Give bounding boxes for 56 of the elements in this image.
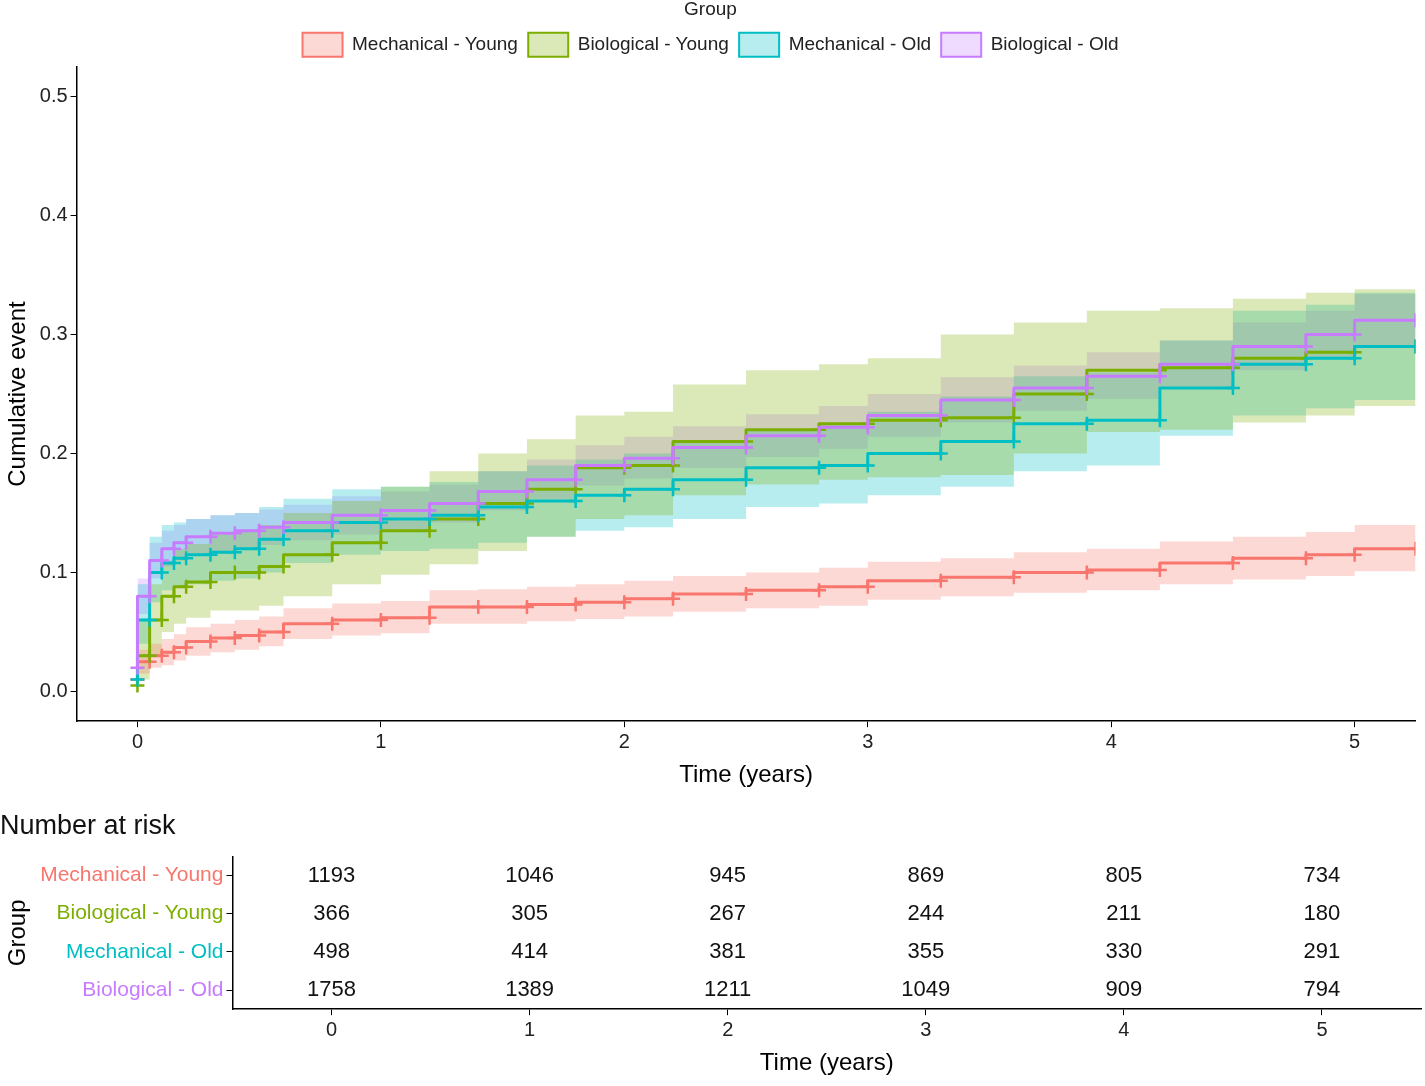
x-axis-title: Time (years) [679,760,813,788]
legend-label: Mechanical - Young [352,33,518,55]
x-tick-label: 5 [1316,1017,1328,1040]
data-label: 355 [907,937,945,963]
x-tick-label: 1 [375,729,387,752]
y-tick-label: 0.5 [39,84,68,107]
data-label: 267 [709,899,747,925]
data-label: 1049 [901,976,951,1002]
x-tick-label: 4 [1105,729,1117,752]
y-tick-label: Biological - Young [56,900,224,924]
data-label: 945 [709,861,747,887]
x-tick-label: 2 [722,1017,734,1040]
legend-label: Mechanical - Old [788,33,932,55]
y-tick-label: Biological - Old [82,976,224,1000]
x-tick-label: 3 [862,729,874,752]
data-label: 805 [1105,861,1143,887]
data-label: 330 [1105,937,1143,963]
x-tick-label: 2 [618,729,630,752]
y-tick-label: 0.4 [39,203,68,226]
legend-label: Biological - Young [577,33,729,55]
x-tick-label: 1 [524,1017,536,1040]
data-label: 794 [1303,976,1341,1002]
x-tick-label: 3 [920,1017,932,1040]
data-label: 211 [1106,899,1142,925]
data-label: 1389 [505,976,555,1002]
chart-title: Number at risk [0,809,177,840]
data-label: 414 [511,937,548,963]
y-tick-label: 0.3 [39,322,68,345]
data-label: 1758 [307,976,356,1002]
x-axis-title: Time (years) [759,1048,894,1076]
data-label: 366 [313,899,350,925]
y-tick-label: 0.2 [39,441,68,464]
y-axis-title: Cumulative event [3,300,31,487]
data-label: 1211 [704,976,752,1002]
x-tick-label: 5 [1349,729,1361,752]
data-label: 381 [709,937,747,963]
data-label: 734 [1303,861,1341,887]
data-label: 244 [907,899,945,925]
y-tick-label: 0.0 [39,678,68,701]
y-tick-label: 0.1 [39,559,68,582]
data-label: 1193 [307,861,356,887]
data-label: 305 [511,899,548,925]
x-tick-label: 0 [131,729,144,752]
legend-label: Biological - Old [990,33,1119,55]
data-label: 180 [1303,899,1341,925]
data-label: 1046 [505,861,555,887]
y-axis-title: Group [3,899,31,967]
legend-title: Group [684,0,737,19]
data-label: 291 [1303,937,1341,963]
x-tick-label: 4 [1118,1017,1130,1040]
data-label: 498 [313,937,350,963]
x-tick-label: 0 [325,1017,338,1040]
data-label: 909 [1105,976,1143,1002]
y-tick-label: Mechanical - Old [65,938,224,962]
data-label: 869 [907,861,945,887]
y-tick-label: Mechanical - Young [40,862,224,886]
